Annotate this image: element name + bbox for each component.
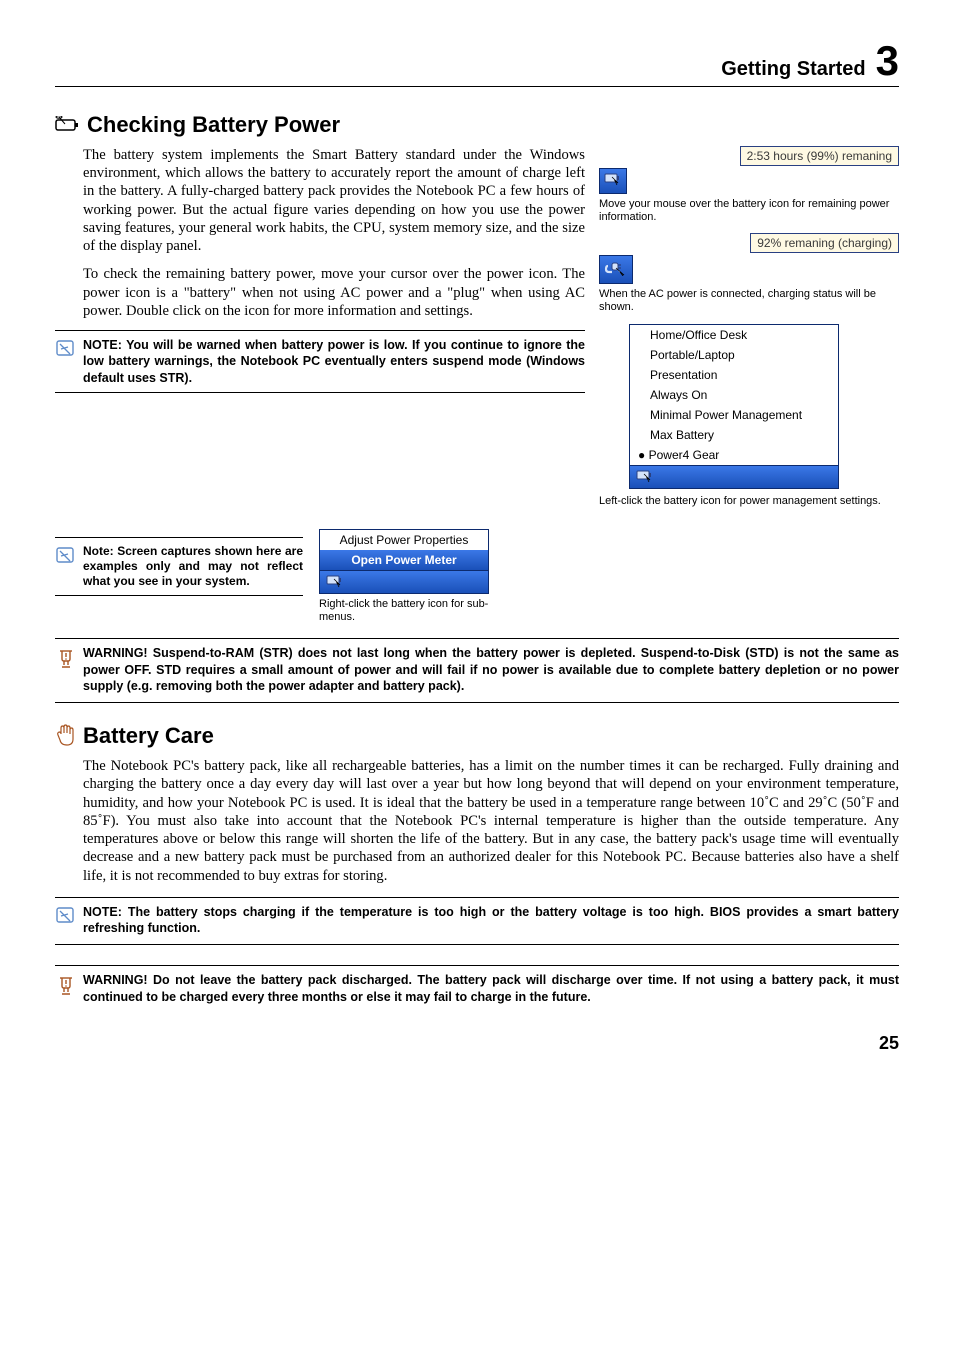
note-icon <box>55 906 75 929</box>
context-menu: Adjust Power Properties Open Power Meter <box>319 529 489 594</box>
battery-status-icon <box>55 116 81 134</box>
note-text: Note: Screen captures shown here are exa… <box>83 544 303 589</box>
battery-tray-icon <box>604 171 622 186</box>
caption-remaining: Move your mouse over the battery icon fo… <box>599 198 899 223</box>
battery-cursor-icon <box>326 573 346 588</box>
battery-cursor-icon <box>636 468 656 483</box>
warning-text: WARNING! Suspend-to-RAM (STR) does not l… <box>83 645 899 694</box>
page-number: 25 <box>55 1033 899 1054</box>
caption-charging: When the AC power is connected, charging… <box>599 288 899 313</box>
section-heading-text: Battery Care <box>83 723 214 749</box>
two-column-layout: The battery system implements the Smart … <box>55 146 899 517</box>
figure-charging-tooltip: 92% remaning (charging) When the AC powe… <box>599 233 899 313</box>
menu-item-presentation: Presentation <box>630 365 838 385</box>
caption-context-menu: Right-click the battery icon for sub-men… <box>319 598 519 623</box>
note-text: NOTE: You will be warned when battery po… <box>83 337 585 386</box>
header-title: Getting Started <box>721 58 865 81</box>
menu-item-max-battery: Max Battery <box>630 425 838 445</box>
context-menu-tray-row <box>320 570 488 593</box>
warning-icon <box>55 974 75 1001</box>
tooltip-remaining: 2:53 hours (99%) remaning <box>740 146 899 166</box>
note-low-battery: NOTE: You will be warned when battery po… <box>55 330 585 393</box>
section-heading-checking-battery: Checking Battery Power <box>55 112 899 138</box>
chapter-number: 3 <box>876 40 899 82</box>
menu-item-open-power-meter: Open Power Meter <box>320 550 488 570</box>
para-battery-care: The Notebook PC's battery pack, like all… <box>83 757 899 885</box>
menu-tray-row <box>630 465 838 488</box>
tray-battery-icon-highlight <box>599 168 627 194</box>
mid-left: Note: Screen captures shown here are exa… <box>55 529 303 604</box>
hand-icon <box>55 724 77 748</box>
note-charging-temp: NOTE: The battery stops charging if the … <box>55 897 899 946</box>
warning-text: WARNING! Do not leave the battery pack d… <box>83 972 899 1005</box>
tooltip-charging: 92% remaning (charging) <box>750 233 899 253</box>
page-header: Getting Started 3 <box>55 40 899 87</box>
note-text: NOTE: The battery stops charging if the … <box>83 904 899 937</box>
tray-plug-icon-highlight <box>599 255 633 284</box>
warning-discharge: WARNING! Do not leave the battery pack d… <box>55 965 899 1013</box>
section-heading-battery-care: Battery Care <box>55 723 899 749</box>
menu-item-minimal: Minimal Power Management <box>630 405 838 425</box>
caption-power-menu: Left-click the battery icon for power ma… <box>599 495 899 508</box>
note-screen-captures: Note: Screen captures shown here are exa… <box>55 537 303 596</box>
power-scheme-menu: Home/Office Desk Portable/Laptop Present… <box>629 324 839 489</box>
section-heading-text: Checking Battery Power <box>87 112 340 138</box>
figure-remaining-tooltip: 2:53 hours (99%) remaning Move your mous… <box>599 146 899 223</box>
note-icon <box>55 546 75 569</box>
para-battery-system: The battery system implements the Smart … <box>83 146 585 255</box>
menu-item-power4gear: Power4 Gear <box>630 445 838 465</box>
right-column: 2:53 hours (99%) remaning Move your mous… <box>599 146 899 517</box>
warning-str: WARNING! Suspend-to-RAM (STR) does not l… <box>55 638 899 703</box>
left-column: The battery system implements the Smart … <box>55 146 585 517</box>
menu-item-adjust-power: Adjust Power Properties <box>320 530 488 550</box>
menu-item-always-on: Always On <box>630 385 838 405</box>
menu-item-home-office: Home/Office Desk <box>630 325 838 345</box>
warning-icon <box>55 647 75 674</box>
plug-tray-icon <box>604 258 628 276</box>
mid-row: Note: Screen captures shown here are exa… <box>55 529 899 623</box>
note-icon <box>55 339 75 362</box>
menu-item-portable: Portable/Laptop <box>630 345 838 365</box>
para-check-power: To check the remaining battery power, mo… <box>83 265 585 320</box>
mid-center: Adjust Power Properties Open Power Meter… <box>319 529 519 623</box>
figure-power-menu: Home/Office Desk Portable/Laptop Present… <box>599 324 899 508</box>
